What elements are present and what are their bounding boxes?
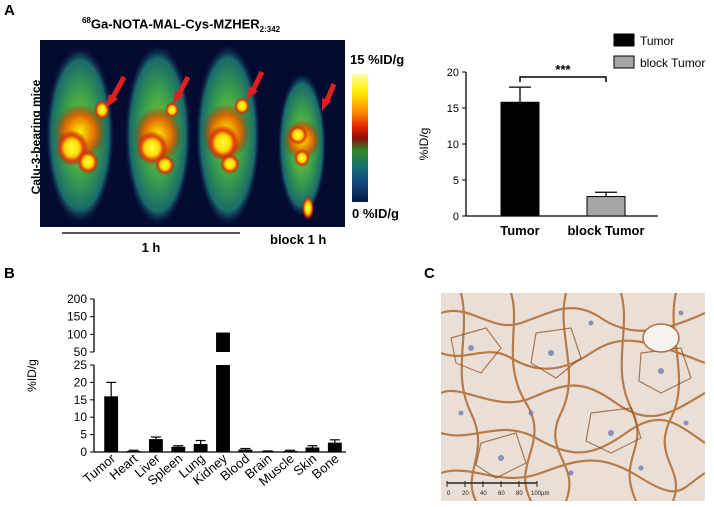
y-tick-label: 5 <box>80 428 87 442</box>
histology-image: 0 20 40 60 80 100µm <box>441 293 705 501</box>
significance-label: *** <box>555 62 571 77</box>
y-tick-label: 25 <box>74 358 88 372</box>
legend-label: block Tumor <box>640 56 705 70</box>
bar-kidney-lower <box>216 365 230 452</box>
y-tick-label: 10 <box>74 410 88 424</box>
x-tick-label: block Tumor <box>567 223 644 238</box>
bar-tumor <box>500 101 540 217</box>
bar-tumor <box>104 396 119 452</box>
y-tick-label: 0 <box>453 211 459 223</box>
y-tick-label: 0 <box>80 445 87 459</box>
scale-tick-60: 60 <box>498 491 505 497</box>
y-tick-label: 100 <box>67 327 87 341</box>
y-tick-label: 20 <box>447 67 459 79</box>
bar-liver <box>148 439 163 452</box>
scale-tick-20: 20 <box>462 491 469 497</box>
pet-mouse-3 <box>196 45 260 225</box>
arrow-icon <box>173 75 191 104</box>
pet-block-label: block 1 h <box>270 232 327 247</box>
pet-arrows <box>106 70 337 111</box>
pet-image-strip <box>40 40 345 227</box>
legend-label: Tumor <box>640 34 674 48</box>
panel-label-b: B <box>4 265 15 282</box>
chart-tumor-vs-block: 0 5 10 15 20 %ID/g Tumor block Tumor *** Tumor blo… <box>417 33 705 238</box>
bar-block-tumor <box>586 196 626 217</box>
pet-group-line <box>62 232 240 234</box>
bar-lung <box>193 443 208 452</box>
y-tick-label: 50 <box>74 345 88 359</box>
pet-mouse-2 <box>125 45 191 225</box>
y-tick-label: 15 <box>74 393 88 407</box>
panel-label-a: A <box>4 2 15 19</box>
y-axis-label: %ID/g <box>25 359 39 392</box>
bar-heart <box>126 450 141 452</box>
arrow-icon <box>247 70 265 100</box>
scale-tick-0: 0 <box>447 491 451 497</box>
y-tick-label: 150 <box>67 310 87 324</box>
pet-scale-min: 0 %ID/g <box>352 206 399 221</box>
y-axis-label: %ID/g <box>417 128 431 161</box>
pet-group-label: 1 h <box>141 240 161 255</box>
bar-brain <box>260 451 275 453</box>
pet-title-isotope: 68 <box>82 16 91 25</box>
legend-swatch <box>613 55 635 69</box>
pet-mouse-block <box>278 73 326 220</box>
pet-color-scale <box>352 74 368 202</box>
scale-tick-40: 40 <box>480 491 487 497</box>
arrow-icon <box>106 75 127 108</box>
x-tick-label: Bone <box>309 451 342 482</box>
pet-title: 68Ga-NOTA-MAL-Cys-MZHER2:342 <box>82 16 280 34</box>
bar-blood <box>238 449 253 452</box>
pet-images-svg <box>46 45 326 225</box>
scale-tick-80: 80 <box>516 491 523 497</box>
bar-kidney-upper <box>216 332 230 352</box>
arrow-icon <box>322 83 337 111</box>
y-tick-label: 5 <box>453 175 459 187</box>
bar-muscle <box>283 450 298 452</box>
y-tick-label: 200 <box>67 292 87 306</box>
bar-skin <box>305 447 320 452</box>
chart-biodistribution: 051015202550100150200%ID/gTumorHeartLive… <box>25 292 346 489</box>
scale-tick-100: 100µm <box>531 491 549 497</box>
pet-scale-max: 15 %ID/g <box>350 52 405 67</box>
histology-svg <box>441 293 705 501</box>
bar-spleen <box>171 446 186 452</box>
x-tick-label: Tumor <box>500 223 539 238</box>
significance-bracket <box>519 76 607 82</box>
pet-title-subscript: 2:342 <box>259 24 281 34</box>
y-tick-label: 10 <box>447 139 459 151</box>
y-tick-label: 20 <box>74 375 88 389</box>
histology-scale-bar: 0 20 40 60 80 100µm <box>446 481 549 497</box>
y-tick-label: 15 <box>447 103 459 115</box>
pet-title-main: Ga-NOTA-MAL-Cys-MZHER <box>90 16 260 32</box>
bar-bone <box>327 442 342 452</box>
legend-swatch <box>613 33 635 47</box>
panel-label-c: C <box>424 265 435 282</box>
pet-mouse-1 <box>46 47 114 223</box>
